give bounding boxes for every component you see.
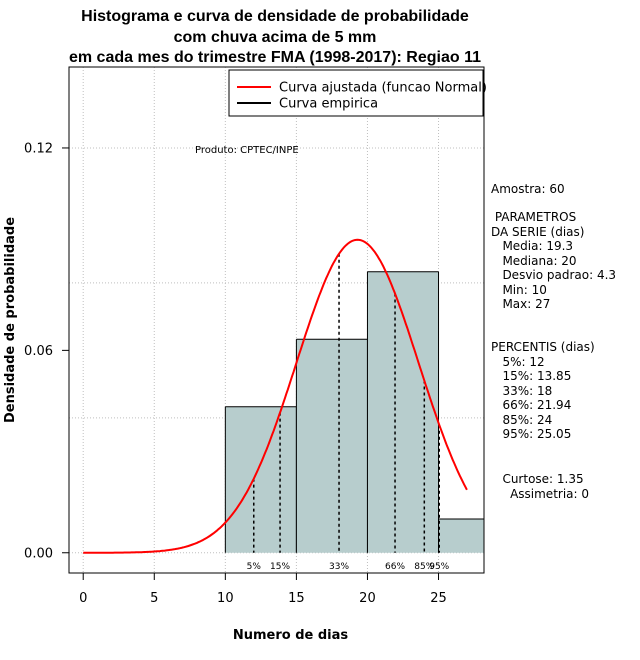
percentiles-title: PERCENTIS (dias) [491, 340, 595, 354]
stat-min: Min: 10 [491, 282, 547, 297]
product-annotation: Produto: CPTEC/INPE [195, 145, 299, 156]
x-tick-label: 10 [217, 591, 234, 606]
histogram-bar [225, 406, 297, 553]
percentile-5: 5%: 12 [491, 354, 545, 369]
chart-title-line-2: com chuva acima de 5 mm [173, 29, 377, 46]
percentile-label: 33% [329, 562, 349, 572]
chart-title-line-1: Histograma e curva de densidade de proba… [81, 8, 469, 25]
params-title-1: PARAMETROS [491, 210, 577, 224]
percentile-66: 66%: 21.94 [491, 398, 572, 412]
percentile-label: 95% [429, 562, 449, 572]
y-tick-label: 0.06 [24, 344, 53, 359]
percentile-33: 33%: 18 [491, 383, 553, 398]
legend-label-normal: Curva ajustada (funcao Normal) [279, 81, 487, 96]
stat-skewness: Assimetria: 0 [491, 487, 590, 501]
stat-max: Max: 27 [491, 297, 551, 311]
histogram-bar [296, 339, 368, 553]
percentile-95: 95%: 25.05 [491, 427, 572, 441]
percentile-label: 5% [247, 562, 262, 572]
x-tick-label: 25 [430, 591, 447, 606]
sample-size: Amostra: 60 [491, 182, 565, 196]
y-axis-label: Densidade de probabilidade [3, 217, 18, 423]
percentile-15: 15%: 13.85 [491, 369, 572, 383]
stat-kurtosis: Curtose: 1.35 [491, 472, 584, 486]
x-tick-label: 5 [150, 591, 158, 606]
legend-box [228, 69, 484, 117]
chart-title-line-3: em cada mes do trimestre FMA (1998-2017)… [68, 49, 482, 66]
y-tick-label: 0.12 [24, 141, 53, 156]
x-tick-label: 0 [79, 591, 87, 606]
y-tick-label: 0.00 [24, 546, 53, 561]
histogram-bar [367, 271, 439, 553]
percentile-label: 85% [414, 562, 434, 572]
percentile-85: 85%: 24 [491, 412, 553, 427]
histogram-bar [438, 519, 484, 553]
stat-sd: Desvio padrao: 4.3 [491, 268, 617, 282]
x-axis-label: Numero de dias [233, 628, 349, 643]
x-tick-label: 20 [359, 591, 376, 606]
legend-label-empirical: Curva empirica [279, 97, 378, 112]
x-tick-label: 15 [288, 591, 305, 606]
normal-curve [83, 238, 468, 554]
params-title-2: DA SERIE (dias) [491, 224, 585, 239]
stat-median: Mediana: 20 [491, 253, 577, 268]
stat-mean: Media: 19.3 [491, 239, 574, 253]
percentile-label: 66% [385, 562, 405, 572]
percentile-label: 15% [270, 562, 290, 572]
